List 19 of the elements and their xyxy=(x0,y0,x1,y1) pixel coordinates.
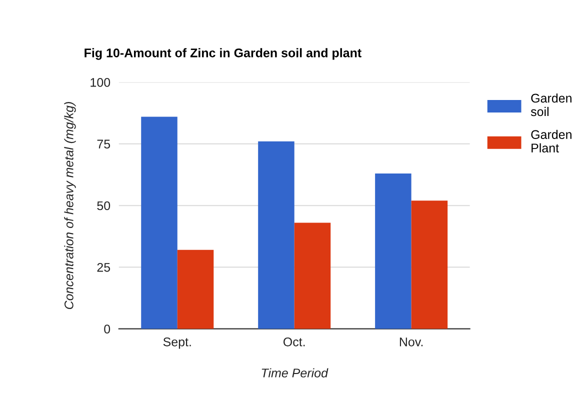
bar xyxy=(411,200,448,329)
bar xyxy=(177,250,214,329)
x-axis-title: Time Period xyxy=(262,368,328,378)
legend-label: Garden soil xyxy=(530,93,572,116)
x-tick-label: Sept. xyxy=(163,337,191,349)
y-tick-label: 100 xyxy=(90,78,110,87)
bar xyxy=(294,222,331,329)
legend-label: Garden Plant xyxy=(531,130,572,152)
bar xyxy=(258,141,294,329)
y-tick-label: 75 xyxy=(97,140,110,149)
y-tick-label: 0 xyxy=(104,324,110,334)
x-tick-label: Oct. xyxy=(283,337,305,346)
x-tick-label: Nov. xyxy=(400,338,423,346)
chart-title: Fig 10-Amount of Zinc in Garden soil and plant xyxy=(84,48,362,60)
y-tick-label: 50 xyxy=(97,201,110,210)
y-tick-label: 25 xyxy=(97,262,110,272)
y-axis-title: Concentration of heavy metal (mg/kg) xyxy=(64,102,76,310)
bar xyxy=(141,116,178,329)
bar xyxy=(375,173,412,329)
